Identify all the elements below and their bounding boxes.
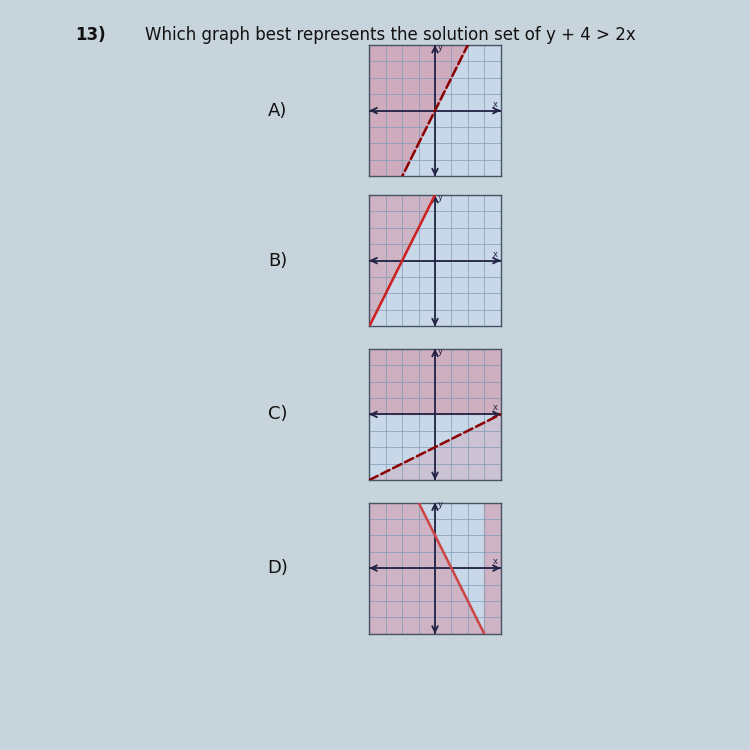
Text: x: x [494, 557, 498, 566]
Text: C): C) [268, 405, 287, 423]
Text: x: x [494, 250, 498, 259]
Text: x: x [494, 404, 498, 412]
Text: 13): 13) [75, 26, 106, 44]
Text: y: y [437, 346, 442, 355]
Text: y: y [437, 43, 442, 52]
Text: Which graph best represents the solution set of y + 4 > 2x: Which graph best represents the solution… [145, 26, 635, 44]
Text: y: y [437, 500, 442, 509]
Text: B): B) [268, 252, 287, 270]
Text: y: y [437, 193, 442, 202]
Text: A): A) [268, 102, 287, 119]
Text: D): D) [267, 560, 288, 578]
Text: x: x [494, 100, 498, 109]
